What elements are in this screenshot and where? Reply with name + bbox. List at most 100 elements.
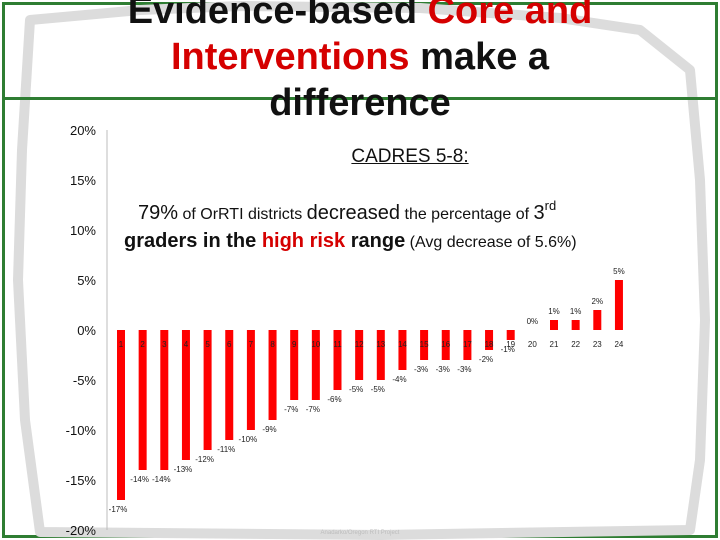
category-label: 19 [506,340,515,349]
bar [311,330,320,400]
stat-grade-suffix: rd [544,198,557,213]
bar [485,330,494,350]
data-label: 1% [570,307,582,316]
bar [506,330,515,340]
data-label: -12% [195,455,214,464]
y-tick-label: -20% [66,523,97,538]
bar [571,320,580,330]
data-label: -2% [479,355,493,364]
category-label: 2 [140,340,145,349]
data-label: -3% [414,365,428,374]
data-label: -5% [349,385,363,394]
slide-title: Evidence-based Core and Interventions ma… [60,0,660,126]
bar [181,330,190,460]
stat-emphasis-decreased: decreased [306,202,401,224]
category-label: 5 [205,340,210,349]
data-label: -10% [239,435,258,444]
y-tick-label: -10% [66,423,97,438]
category-label: 7 [249,340,254,349]
bar [593,310,602,330]
chart-subtitle: CADRES 5-8: [351,146,469,167]
category-label: 11 [333,340,342,349]
category-label: 12 [355,340,364,349]
data-label: -3% [436,365,450,374]
y-tick-label: -15% [66,473,97,488]
bar [614,280,623,330]
data-label: -17% [109,505,128,514]
bar [420,330,429,360]
category-label: 1 [119,340,124,349]
data-label: -7% [284,405,298,414]
data-label: 1% [548,307,560,316]
category-label: 20 [528,340,537,349]
bar [268,330,277,420]
bar [441,330,450,360]
bar [463,330,472,360]
y-tick-label: 15% [70,173,96,188]
category-label: 4 [184,340,189,349]
category-label: 14 [398,340,407,349]
y-tick-label: 5% [77,273,96,288]
category-label: 24 [614,340,623,349]
title-word-3: Interventions [170,36,410,78]
category-label: 13 [376,340,385,349]
bar [160,330,169,470]
bar [550,320,558,330]
bar [225,330,234,440]
category-label: 17 [463,340,472,349]
title-word-5: difference [269,82,451,124]
category-label: 3 [162,340,167,349]
title-word-4: make a [420,36,550,78]
y-tick-label: 0% [77,323,96,338]
category-label: 23 [593,340,602,349]
data-label: -14% [130,475,149,484]
stat-text-5: (Avg decrease of 5.6%) [405,234,577,251]
category-label: 10 [311,340,320,349]
data-label: -14% [152,475,171,484]
y-tick-label: -5% [73,373,97,388]
data-label: 0% [527,317,539,326]
bar [117,330,125,500]
stat-line-1: 79% of OrRTI districts decreased the per… [138,198,698,225]
bar [398,330,407,370]
bar [376,330,385,380]
stat-line-2: graders in the high risk range (Avg decr… [124,230,704,253]
stat-text-2: the percentage of [400,206,534,223]
bar [246,330,255,430]
data-label: -5% [371,385,385,394]
category-label: 16 [441,340,450,349]
stat-text-4: range [345,230,406,252]
category-label: 6 [227,340,232,349]
data-label: -3% [457,365,471,374]
watermark-text: Anadarko/Oregon RTI Project [321,530,400,536]
bar [355,330,364,380]
data-label: -13% [174,465,193,474]
stat-grade: 3 [533,202,545,224]
stat-percent: 79% [138,202,179,224]
title-bar [2,2,718,100]
data-label: 2% [592,297,604,306]
bar [138,330,147,470]
bar [290,330,299,400]
category-label: 18 [485,340,494,349]
stat-emphasis-high-risk: high risk [261,230,346,252]
data-label: -11% [217,445,235,454]
data-label: -9% [262,425,276,434]
bar [333,330,342,390]
category-label: 22 [571,340,580,349]
data-label: -4% [392,375,406,384]
y-tick-label: 10% [70,223,96,238]
stat-text-3: graders in the [124,230,262,252]
title-word-2: Core and [427,0,593,32]
category-label: 9 [292,340,297,349]
data-label: 5% [613,267,625,276]
category-label: 8 [270,340,275,349]
data-label: -7% [306,405,320,414]
y-tick-label: 20% [70,123,96,138]
data-label: -1% [501,345,515,354]
data-label: -6% [327,395,341,404]
category-label: 15 [420,340,429,349]
bar [203,330,212,450]
